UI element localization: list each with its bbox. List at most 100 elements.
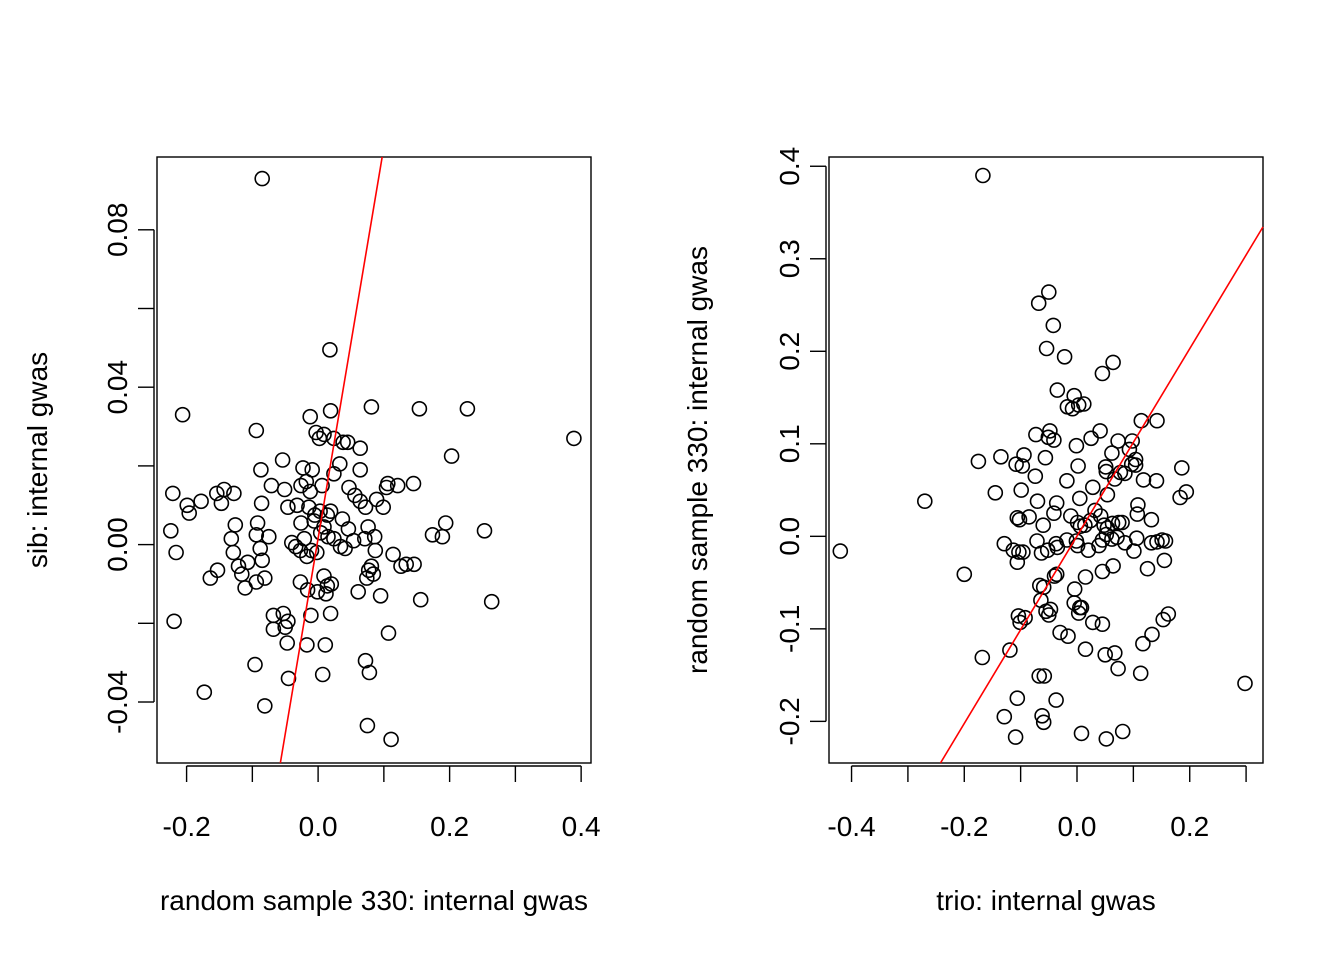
right-scatter-point — [1128, 530, 1145, 547]
left-scatter-point — [309, 583, 326, 600]
right-scatter-point — [1096, 517, 1112, 534]
left-scatter-point — [341, 479, 357, 496]
right-scatter-point — [1085, 614, 1101, 631]
right-scatter-point — [1160, 606, 1177, 622]
right-scatter-point — [1056, 348, 1073, 365]
right-scatter-point — [1035, 714, 1052, 731]
right-scatter-point — [1002, 642, 1018, 658]
right-scatter-point — [1098, 731, 1115, 747]
left-scatter-point — [385, 546, 401, 563]
left-scatter-point — [379, 475, 396, 492]
right-scatter-point — [1046, 568, 1063, 584]
right-scatter-point — [1036, 668, 1053, 684]
left-scatter-point — [289, 497, 305, 514]
left-scatter-point — [165, 485, 181, 502]
left-scatter-point — [179, 497, 195, 514]
left-scatter-point — [360, 562, 377, 579]
right-y-tick-label: 0.3 — [774, 239, 805, 278]
left-scatter-point — [389, 477, 406, 494]
right-scatter-point — [1098, 526, 1115, 543]
right-y-tick-label: 0.4 — [774, 147, 805, 186]
right-scatter-point — [1077, 517, 1093, 534]
left-scatter-point — [434, 528, 451, 545]
right-fit-line — [939, 226, 1264, 764]
left-scatter-point — [566, 430, 582, 447]
left-scatter-point — [248, 574, 265, 590]
right-scatter-point — [1045, 317, 1062, 334]
left-scatter-point — [337, 540, 353, 557]
left-scatter-point — [322, 402, 339, 419]
right-scatter-point — [1105, 354, 1121, 371]
right-scatter-point — [1038, 340, 1055, 357]
right-scatter-point — [1174, 460, 1190, 476]
left-scatter-point — [256, 698, 273, 714]
left-scatter-point — [314, 477, 330, 494]
right-y-axis-label: random sample 330: internal gwas — [682, 246, 713, 674]
right-y-tick-label: 0.2 — [774, 332, 805, 371]
left-x-tick-label: 0.2 — [430, 811, 469, 842]
right-scatter-point — [1156, 552, 1173, 569]
right-scatter-point — [1114, 723, 1131, 740]
right-y-tick-label: -0.1 — [774, 605, 805, 653]
left-scatter-point — [335, 434, 351, 451]
left-scatter-point — [280, 670, 297, 687]
left-scatter-point — [405, 475, 422, 492]
left-scatter-point — [359, 717, 376, 734]
left-scatter-point — [424, 526, 441, 543]
right-scatter-point — [1070, 458, 1086, 474]
left-scatter-point — [345, 532, 362, 549]
left-scatter-point — [398, 556, 415, 573]
right-scatter-point — [1076, 396, 1092, 412]
left-scatter-point — [166, 613, 182, 630]
left-scatter-point — [326, 465, 342, 482]
left-scatter-point — [350, 583, 367, 600]
right-scatter-point — [1059, 472, 1075, 489]
right-scatter-point — [1073, 725, 1090, 742]
right-scatter-point — [1049, 382, 1066, 398]
right-scatter-point — [1046, 505, 1062, 522]
right-scatter-panel: -0.4 -0.2 0.0 0.2 -0.2 -0.1 0.0 0.1 0.2 0.3 0.4 t… — [682, 147, 1264, 916]
right-scatter-point — [1048, 566, 1065, 583]
left-scatter-point — [363, 399, 380, 415]
left-fit-line — [279, 156, 383, 764]
left-scatter-point — [347, 487, 363, 504]
right-scatter-point — [1135, 635, 1151, 652]
right-scatter-point — [1035, 517, 1051, 534]
left-scatter-point — [365, 566, 382, 582]
left-plot-frame — [156, 156, 592, 764]
left-scatter-point — [298, 473, 315, 490]
left-scatter-point — [483, 593, 500, 610]
left-scatter-point — [323, 576, 340, 592]
left-y-tick-label: 0.04 — [102, 360, 133, 415]
left-scatter-point — [209, 485, 225, 502]
right-scatter-point — [1139, 560, 1156, 577]
right-x-tick-label: -0.2 — [940, 811, 988, 842]
right-scatter-point — [1048, 495, 1065, 511]
right-scatter-point — [1034, 707, 1050, 724]
left-y-axis: -0.04 0.00 0.04 0.08 — [102, 203, 155, 734]
right-scatter-point — [1059, 398, 1076, 415]
right-x-tick-label: -0.4 — [827, 811, 875, 842]
right-x-axis: -0.4 -0.2 0.0 0.2 — [827, 765, 1247, 842]
right-scatter-point — [1046, 432, 1062, 448]
right-y-tick-label: 0.1 — [774, 424, 805, 463]
right-scatter-point — [1049, 539, 1066, 556]
right-scatter-point — [996, 708, 1013, 725]
left-scatter-point — [274, 452, 291, 468]
left-scatter-point — [352, 440, 369, 457]
left-scatter-point — [372, 587, 389, 604]
left-scatter-point — [181, 505, 197, 521]
right-scatter-point — [1144, 626, 1160, 643]
right-scatter-point — [1077, 641, 1094, 658]
right-scatter-point — [1104, 445, 1120, 461]
right-scatter-point — [1073, 599, 1090, 616]
right-scatter-point — [1129, 506, 1146, 522]
left-scatter-point — [357, 499, 374, 516]
left-scatter-point — [367, 542, 384, 559]
right-scatter-point — [1080, 542, 1097, 559]
left-scatter-point — [287, 538, 304, 555]
right-scatter-point — [1017, 609, 1033, 626]
right-scatter-point — [970, 453, 987, 470]
right-scatter-point — [1028, 426, 1044, 443]
left-scatter-point — [411, 400, 428, 417]
